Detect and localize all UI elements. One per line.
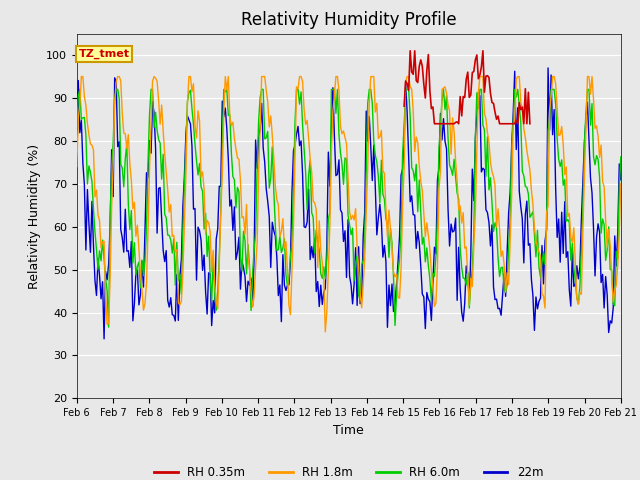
Y-axis label: Relativity Humidity (%): Relativity Humidity (%) [28, 144, 40, 288]
Title: Relativity Humidity Profile: Relativity Humidity Profile [241, 11, 456, 29]
Text: TZ_tmet: TZ_tmet [79, 48, 130, 59]
Legend: RH 0.35m, RH 1.8m, RH 6.0m, 22m: RH 0.35m, RH 1.8m, RH 6.0m, 22m [150, 461, 548, 480]
X-axis label: Time: Time [333, 424, 364, 437]
